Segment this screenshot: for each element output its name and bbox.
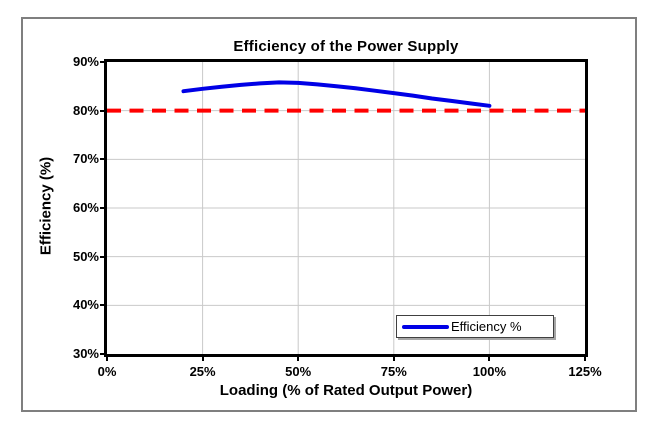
x-axis-title: Loading (% of Rated Output Power): [219, 382, 473, 399]
x-tick-mark: [297, 357, 300, 361]
x-tick-label: 75%: [380, 364, 407, 379]
x-tick-mark: [584, 357, 586, 361]
chart-figure: Efficiency of the Power Supply Efficienc…: [21, 17, 637, 412]
x-tick-label: 125%: [568, 364, 602, 379]
x-tick-label: 100%: [472, 364, 507, 379]
x-tick-mark: [392, 357, 395, 361]
y-tick-mark: [100, 255, 104, 258]
legend: Efficiency %: [396, 315, 554, 338]
y-axis-title: Efficiency (%): [37, 156, 55, 256]
x-tick-label: 25%: [189, 364, 216, 379]
y-tick-mark: [100, 61, 104, 63]
y-tick-mark: [100, 109, 104, 112]
y-tick-mark: [100, 304, 104, 307]
y-tick-label: 50%: [72, 248, 99, 264]
legend-line-sample: [402, 324, 449, 329]
y-tick-label: 30%: [72, 346, 99, 361]
x-tick-mark: [106, 357, 108, 361]
plot-svg: [107, 62, 585, 354]
x-tick-label: 50%: [285, 364, 312, 379]
y-tick-label: 70%: [72, 151, 99, 167]
chart-title: Efficiency of the Power Supply: [233, 38, 459, 55]
y-tick-mark: [100, 158, 104, 161]
x-tick-mark: [201, 357, 204, 361]
y-tick-label: 90%: [72, 54, 99, 69]
plot-area: Efficiency %: [104, 59, 588, 357]
y-tick-mark: [100, 353, 104, 355]
y-tick-label: 80%: [72, 102, 99, 118]
x-tick-label: 0%: [97, 364, 117, 379]
efficiency-curve: [181, 80, 492, 108]
y-tick-label: 60%: [72, 200, 99, 215]
y-tick-mark: [100, 207, 104, 209]
legend-label: Efficiency %: [451, 319, 522, 334]
y-tick-label: 40%: [72, 297, 99, 313]
x-tick-mark: [488, 357, 491, 361]
